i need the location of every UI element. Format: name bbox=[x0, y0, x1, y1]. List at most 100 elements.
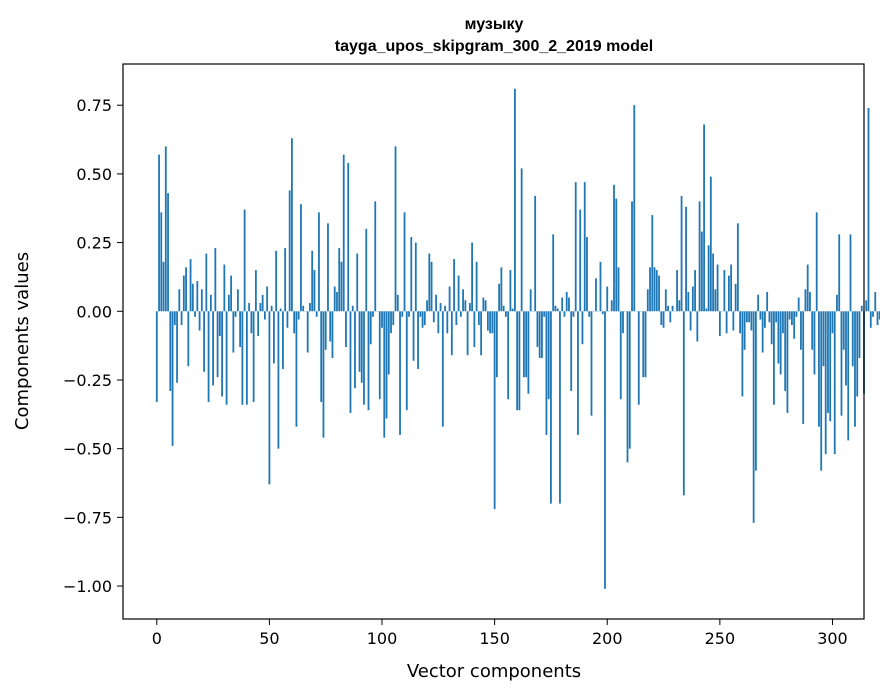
bar-58 bbox=[286, 311, 289, 328]
bar-239 bbox=[694, 270, 696, 312]
bar-85 bbox=[347, 162, 350, 312]
bar-131 bbox=[450, 311, 453, 356]
bar-219 bbox=[649, 267, 651, 312]
bar-113 bbox=[410, 237, 413, 312]
bar-263 bbox=[748, 311, 751, 323]
bar-52 bbox=[273, 311, 275, 364]
bar-145 bbox=[482, 297, 485, 312]
bar-163 bbox=[523, 311, 525, 378]
bar-26 bbox=[214, 248, 217, 312]
bar-179 bbox=[559, 311, 561, 504]
bar-287 bbox=[802, 311, 805, 424]
bar-55 bbox=[279, 308, 282, 312]
bar-246 bbox=[709, 176, 712, 312]
bar-88 bbox=[354, 311, 356, 389]
bar-53 bbox=[275, 250, 278, 312]
bar-110 bbox=[403, 212, 406, 312]
bar-80 bbox=[336, 292, 338, 312]
bar-173 bbox=[545, 311, 548, 435]
bar-81 bbox=[338, 248, 341, 312]
bar-191 bbox=[586, 237, 588, 312]
bar-320 bbox=[876, 311, 879, 326]
y-tick-label: 0.50 bbox=[76, 165, 112, 184]
bar-69 bbox=[311, 250, 314, 312]
y-tick-label: −0.25 bbox=[63, 371, 112, 390]
bar-93 bbox=[365, 228, 368, 312]
bar-72 bbox=[318, 212, 320, 312]
bar-138 bbox=[466, 311, 469, 356]
bar-128 bbox=[444, 305, 446, 312]
bar-41 bbox=[248, 303, 251, 312]
bar-234 bbox=[682, 311, 685, 496]
bar-298 bbox=[827, 311, 829, 413]
bar-275 bbox=[775, 311, 778, 323]
bar-318 bbox=[872, 311, 874, 317]
bar-282 bbox=[791, 311, 793, 326]
bar-197 bbox=[599, 261, 602, 312]
bar-22 bbox=[205, 253, 208, 312]
bar-35 bbox=[234, 311, 237, 317]
bar-59 bbox=[288, 190, 291, 312]
bar-281 bbox=[788, 311, 791, 320]
bar-193 bbox=[590, 311, 593, 416]
bar-13 bbox=[185, 267, 187, 312]
bar-315 bbox=[865, 300, 868, 312]
y-tick-label: −0.50 bbox=[63, 440, 112, 459]
bar-294 bbox=[818, 311, 820, 427]
bar-129 bbox=[446, 311, 449, 334]
x-tick-label: 100 bbox=[367, 629, 398, 648]
bar-14 bbox=[187, 311, 190, 367]
bar-47 bbox=[261, 294, 264, 312]
bar-31 bbox=[225, 311, 228, 405]
bar-29 bbox=[221, 311, 223, 397]
bar-195 bbox=[595, 278, 597, 312]
bar-280 bbox=[786, 311, 789, 413]
bar-57 bbox=[284, 248, 287, 312]
bar-289 bbox=[806, 264, 809, 312]
bar-232 bbox=[678, 300, 681, 312]
bar-39 bbox=[243, 209, 246, 312]
x-tick-label: 250 bbox=[705, 629, 736, 648]
bar-100 bbox=[381, 311, 383, 328]
bar-216 bbox=[642, 311, 645, 378]
bar-series bbox=[155, 88, 880, 589]
bar-175 bbox=[550, 311, 552, 504]
bar-169 bbox=[536, 311, 539, 347]
bar-309 bbox=[851, 311, 854, 367]
bar-300 bbox=[831, 311, 834, 334]
bar-308 bbox=[849, 234, 852, 312]
bar-25 bbox=[212, 311, 214, 386]
bar-248 bbox=[714, 289, 717, 312]
bar-317 bbox=[869, 311, 872, 328]
bar-265 bbox=[752, 311, 755, 523]
bar-183 bbox=[568, 297, 570, 312]
bar-140 bbox=[471, 242, 473, 312]
bar-270 bbox=[764, 311, 766, 328]
bar-170 bbox=[538, 311, 541, 358]
bar-225 bbox=[662, 311, 665, 328]
bar-151 bbox=[495, 311, 498, 378]
bar-244 bbox=[705, 308, 708, 312]
bar-130 bbox=[448, 286, 451, 312]
bar-83 bbox=[342, 154, 345, 312]
bar-161 bbox=[518, 311, 521, 411]
bar-28 bbox=[218, 311, 221, 337]
bar-186 bbox=[574, 182, 577, 312]
bar-176 bbox=[552, 234, 555, 312]
bar-256 bbox=[732, 311, 735, 331]
bar-217 bbox=[644, 311, 647, 378]
bar-133 bbox=[455, 311, 458, 326]
bar-104 bbox=[390, 311, 392, 334]
y-tick-label: 0.25 bbox=[76, 234, 112, 253]
bar-231 bbox=[676, 270, 678, 312]
bar-147 bbox=[486, 311, 489, 331]
bar-4 bbox=[164, 146, 167, 312]
bar-277 bbox=[779, 311, 782, 375]
bar-106 bbox=[394, 146, 397, 312]
bar-16 bbox=[191, 283, 194, 312]
y-tick-label: 0.75 bbox=[76, 96, 112, 115]
bar-149 bbox=[491, 311, 494, 334]
plot-frame bbox=[122, 63, 865, 620]
bar-264 bbox=[750, 311, 753, 331]
bar-91 bbox=[360, 311, 363, 383]
